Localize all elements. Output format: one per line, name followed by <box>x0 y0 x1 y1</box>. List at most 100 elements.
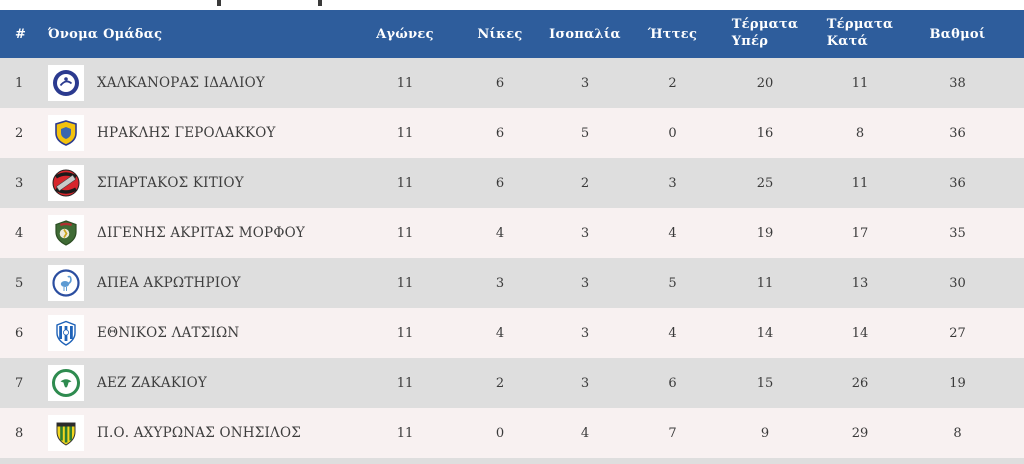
rank-cell: 3 <box>15 175 24 191</box>
losses-cell: 7 <box>668 425 677 441</box>
draws-cell: 2 <box>580 175 590 191</box>
games-cell: 11 <box>396 175 414 191</box>
goals-against-cell: 11 <box>851 75 869 91</box>
losses-cell: 2 <box>668 75 677 91</box>
table-row: 5 ΑΠΕΑ ΑΚΡΩΤΗΡΙΟΥ 11 3 3 5 11 13 30 <box>0 258 1024 308</box>
table-row: 1 ΧΑΛΚΑΝΟΡΑΣ ΙΔΑΛΙΟΥ 11 6 3 2 20 11 38 <box>0 58 1024 108</box>
header-wins: Νίκες <box>477 26 523 42</box>
wins-cell: 6 <box>495 75 505 91</box>
goals-for-cell: 9 <box>760 425 770 441</box>
team-cell: ΑΠΕΑ ΑΚΡΩΤΗΡΙΟΥ <box>38 258 350 308</box>
wins-cell: 0 <box>495 425 505 441</box>
goals-against-cell: 11 <box>851 175 869 191</box>
rank-cell: 5 <box>15 275 24 291</box>
goals-for-cell: 25 <box>756 175 774 191</box>
team-name: ΗΡΑΚΛΗΣ ΓΕΡΟΛΑΚΚΟΥ <box>97 125 276 141</box>
table-header-row: # Όνομα Ομάδας Αγώνες Νίκες Ισοπαλία Ήττ… <box>0 10 1024 58</box>
losses-cell: 3 <box>668 175 677 191</box>
aez-crest-icon <box>48 365 84 401</box>
wins-cell: 3 <box>495 275 505 291</box>
points-cell: 27 <box>949 325 966 341</box>
points-cell: 35 <box>949 225 966 241</box>
digenis-crest-icon <box>48 215 84 251</box>
points-cell: 19 <box>949 375 966 391</box>
table-row: 8 Π.Ο. ΑΧΥΡΩΝΑΣ ΟΝΗΣΙΛΟΣ 11 0 4 7 9 29 8 <box>0 408 1024 458</box>
header-draws: Ισοπαλία <box>549 26 621 42</box>
table-row: 2 ΗΡΑΚΛΗΣ ΓΕΡΟΛΑΚΚΟΥ 11 6 5 0 16 8 36 <box>0 108 1024 158</box>
header-goals-for-line1: Τέρματα <box>731 17 799 33</box>
header-points: Βαθμοί <box>929 26 986 42</box>
team-name: ΣΠΑΡΤΑΚΟΣ ΚΙΤΙΟΥ <box>97 175 244 191</box>
losses-cell: 0 <box>668 125 677 141</box>
goals-for-cell: 19 <box>756 225 774 241</box>
points-cell: 30 <box>949 275 966 291</box>
header-goals-against-line2: Κατά <box>826 34 868 49</box>
games-cell: 11 <box>396 325 414 341</box>
achyronas-crest-icon <box>48 415 84 451</box>
header-goals-for: Τέρματα Υπέρ <box>715 10 815 58</box>
team-name: ΕΘΝΙΚΟΣ ΛΑΤΣΙΩΝ <box>97 325 240 341</box>
team-name: ΧΑΛΚΑΝΟΡΑΣ ΙΔΑΛΙΟΥ <box>97 75 265 91</box>
team-name: ΔΙΓΕΝΗΣ ΑΚΡΙΤΑΣ ΜΟΡΦΟΥ <box>97 225 305 241</box>
wins-cell: 6 <box>495 175 505 191</box>
table-row: 6 ΕΘΝΙΚΟΣ ΛΑΤΣΙΩΝ 11 4 3 4 14 14 27 <box>0 308 1024 358</box>
draws-cell: 3 <box>580 375 590 391</box>
header-games: Αγώνες <box>376 26 434 42</box>
games-cell: 11 <box>396 275 414 291</box>
losses-cell: 4 <box>668 325 677 341</box>
team-name: ΑΠΕΑ ΑΚΡΩΤΗΡΙΟΥ <box>97 275 241 291</box>
goals-against-cell: 14 <box>851 325 869 341</box>
games-cell: 11 <box>396 225 414 241</box>
goals-against-cell: 13 <box>851 275 869 291</box>
losses-cell: 5 <box>668 275 677 291</box>
goals-against-cell: 26 <box>851 375 869 391</box>
goals-for-cell: 14 <box>756 325 774 341</box>
points-cell: 8 <box>953 425 962 441</box>
chalkanoras-crest-icon <box>48 65 84 101</box>
goals-for-cell: 16 <box>756 125 774 141</box>
league-standings-table: # Όνομα Ομάδας Αγώνες Νίκες Ισοπαλία Ήττ… <box>0 10 1024 458</box>
goals-for-cell: 15 <box>756 375 774 391</box>
team-cell: Π.Ο. ΑΧΥΡΩΝΑΣ ΟΝΗΣΙΛΟΣ <box>38 408 350 458</box>
table-row: 3 ΣΠΑΡΤΑΚΟΣ ΚΙΤΙΟΥ 11 6 2 3 25 11 36 <box>0 158 1024 208</box>
wins-cell: 4 <box>495 225 505 241</box>
header-goals-for-line2: Υπέρ <box>731 34 769 49</box>
team-name: ΑΕΖ ΖΑΚΑΚΙΟΥ <box>97 375 208 391</box>
draws-cell: 5 <box>580 125 590 141</box>
rank-cell: 4 <box>15 225 24 241</box>
header-goals-against-line1: Τέρματα <box>826 17 894 33</box>
losses-cell: 4 <box>668 225 677 241</box>
team-cell: ΗΡΑΚΛΗΣ ΓΕΡΟΛΑΚΚΟΥ <box>38 108 350 158</box>
goals-against-cell: 8 <box>855 125 865 141</box>
cropped-text-artifact <box>318 0 322 6</box>
draws-cell: 3 <box>580 325 590 341</box>
cropped-text-strip <box>0 0 1024 10</box>
games-cell: 11 <box>396 375 414 391</box>
wins-cell: 2 <box>495 375 505 391</box>
points-cell: 36 <box>949 175 966 191</box>
team-cell: ΑΕΖ ΖΑΚΑΚΙΟΥ <box>38 358 350 408</box>
team-cell: ΕΘΝΙΚΟΣ ΛΑΤΣΙΩΝ <box>38 308 350 358</box>
games-cell: 11 <box>396 425 414 441</box>
next-row-edge <box>0 458 1024 464</box>
wins-cell: 4 <box>495 325 505 341</box>
header-goals-against: Τέρματα Κατά <box>815 10 905 58</box>
team-name: Π.Ο. ΑΧΥΡΩΝΑΣ ΟΝΗΣΙΛΟΣ <box>97 425 301 441</box>
wins-cell: 6 <box>495 125 505 141</box>
table-row: 7 ΑΕΖ ΖΑΚΑΚΙΟΥ 11 2 3 6 15 26 19 <box>0 358 1024 408</box>
points-cell: 36 <box>949 125 966 141</box>
cropped-text-artifact <box>217 0 221 6</box>
team-cell: ΣΠΑΡΤΑΚΟΣ ΚΙΤΙΟΥ <box>38 158 350 208</box>
draws-cell: 4 <box>580 425 590 441</box>
goals-for-cell: 20 <box>756 75 774 91</box>
rank-cell: 2 <box>15 125 24 141</box>
draws-cell: 3 <box>580 275 590 291</box>
goals-against-cell: 17 <box>851 225 869 241</box>
losses-cell: 6 <box>668 375 677 391</box>
iraklis-crest-icon <box>48 115 84 151</box>
team-cell: ΧΑΛΚΑΝΟΡΑΣ ΙΔΑΛΙΟΥ <box>38 58 350 108</box>
header-losses: Ήττες <box>647 26 698 42</box>
header-rank: # <box>15 26 27 42</box>
goals-for-cell: 11 <box>756 275 774 291</box>
